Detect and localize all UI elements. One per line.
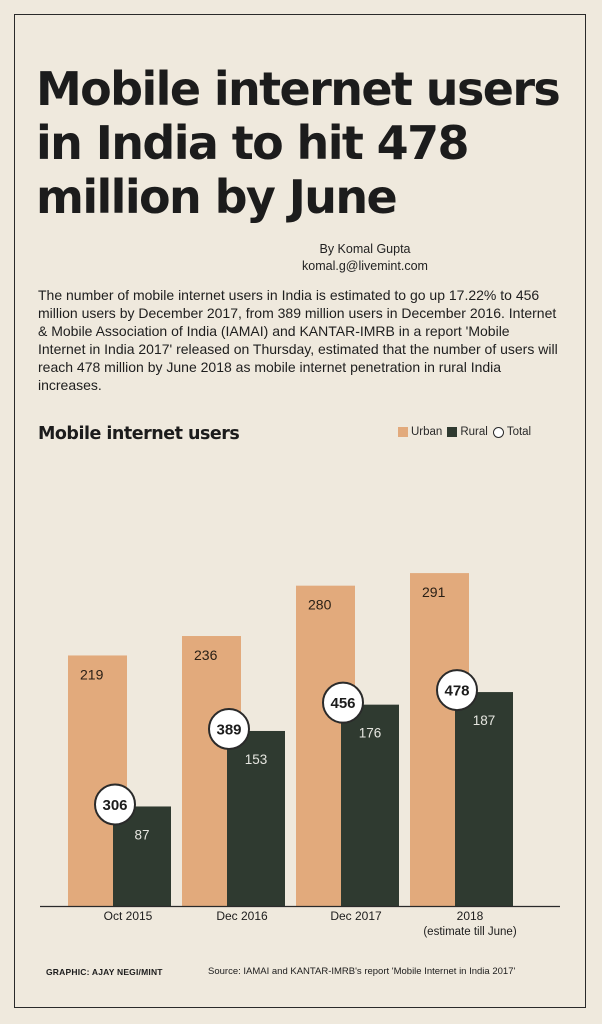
lede-paragraph: The number of mobile internet users in I… [38, 287, 558, 393]
legend-total-label: Total [506, 426, 532, 438]
legend-total-ring [492, 426, 504, 438]
byline: By Komal Gupta komal.g@livemint.com [250, 241, 480, 275]
rural-bar [227, 730, 285, 906]
total-value-label: 306 [102, 797, 127, 814]
category-label: 2018 [457, 909, 484, 923]
urban-value-label: 291 [422, 584, 446, 600]
legend-rural: Rural [447, 426, 488, 438]
total-value-label: 478 [444, 683, 469, 700]
rural-value-label: 187 [473, 713, 496, 728]
chart-legend: Urban Rural Total [398, 426, 536, 438]
byline-email: komal.g@livemint.com [302, 259, 428, 273]
byline-author: By Komal Gupta [319, 242, 411, 256]
legend-urban-swatch [398, 427, 408, 437]
total-value-label: 456 [330, 695, 355, 712]
total-value-label: 389 [216, 721, 241, 738]
category-label: Oct 2015 [104, 909, 153, 923]
legend-rural-label: Rural [460, 426, 488, 438]
graphic-credit: GRAPHIC: AJAY NEGI/MINT [46, 967, 163, 977]
rural-bar [455, 692, 513, 906]
total-ring [436, 669, 478, 712]
chart-title: Mobile internet users [38, 424, 240, 444]
total-ring [208, 707, 250, 750]
urban-value-label: 219 [80, 666, 104, 682]
legend-rural-swatch [447, 427, 458, 437]
urban-value-label: 236 [194, 647, 218, 663]
category-label: Dec 2016 [216, 909, 268, 923]
rural-value-label: 87 [134, 827, 149, 842]
total-ring [322, 681, 364, 724]
rural-value-label: 176 [359, 726, 382, 741]
headline: Mobile internet users in India to hit 47… [36, 62, 561, 224]
source-note: Source: IAMAI and KANTAR-IMRB's report '… [208, 966, 516, 977]
category-label: Dec 2017 [330, 909, 382, 923]
legend-urban-label: Urban [411, 426, 443, 438]
rural-value-label: 153 [245, 752, 268, 767]
legend-total: Total [492, 426, 532, 438]
legend-urban: Urban [398, 426, 442, 438]
total-ring [94, 783, 136, 826]
rural-bar [341, 704, 399, 906]
category-note: (estimate till June) [423, 926, 516, 938]
urban-value-label: 280 [308, 597, 332, 613]
article-frame [14, 14, 586, 1008]
